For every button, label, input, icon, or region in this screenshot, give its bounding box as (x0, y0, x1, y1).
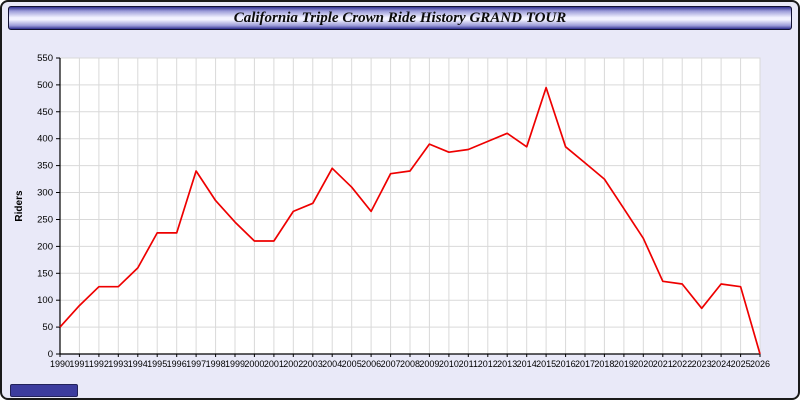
x-tick-label: 2024 (711, 359, 731, 369)
x-tick-label: 2021 (653, 359, 673, 369)
x-tick-label: 2004 (322, 359, 342, 369)
x-tick-label: 2007 (381, 359, 401, 369)
x-tick-label: 1992 (89, 359, 109, 369)
y-tick-label: 550 (37, 53, 53, 64)
x-tick-label: 1999 (225, 359, 245, 369)
x-tick-label: 2003 (303, 359, 323, 369)
y-tick-label: 250 (37, 215, 53, 226)
x-tick-label: 2005 (342, 359, 362, 369)
x-tick-label: 2018 (594, 359, 614, 369)
y-axis-title: Riders (14, 190, 25, 222)
chart-area: 1990 1991 1992 1993 1994 1995 1996 1997 1998 1999… (8, 42, 796, 398)
y-tick-label: 0 (48, 349, 53, 360)
x-tick-label: 2009 (419, 359, 439, 369)
x-tick-label: 2012 (478, 359, 498, 369)
x-tick-label: 2011 (459, 359, 478, 369)
riders-data-line (59, 86, 761, 355)
x-tick-label: 2025 (731, 359, 751, 369)
x-tick-label: 1997 (186, 359, 206, 369)
chart-title: California Triple Crown Ride History GRA… (233, 9, 567, 26)
y-tick-label: 350 (37, 161, 53, 172)
x-tick-label: 2014 (517, 359, 537, 369)
x-tick-label: 2002 (283, 359, 303, 369)
x-tick-label: 2022 (672, 359, 692, 369)
x-tick-label: 2023 (692, 359, 712, 369)
x-tick-label: 1998 (206, 359, 226, 369)
line-chart: 1990 1991 1992 1993 1994 1995 1996 1997 1998 1999… (14, 53, 770, 369)
x-tick-label: 2017 (575, 359, 595, 369)
x-tick-label: 2026 (750, 359, 770, 369)
y-tick-label: 500 (37, 80, 53, 91)
x-tick-label: 1994 (128, 359, 148, 369)
y-tick-label: 50 (42, 322, 53, 333)
y-tick-label: 100 (37, 295, 53, 306)
x-tick-label: 2000 (244, 359, 264, 369)
x-tick-label: 2015 (536, 359, 556, 369)
x-tick-label: 2001 (264, 359, 284, 369)
y-tick-label: 300 (37, 188, 53, 199)
y-tick-label: 150 (37, 268, 53, 279)
x-tick-label: 2006 (361, 359, 381, 369)
x-tick-label: 2010 (439, 359, 459, 369)
x-tick-label: 2019 (614, 359, 634, 369)
x-tick-label: 2008 (400, 359, 420, 369)
footer-accent-badge (10, 384, 78, 397)
y-tick-label: 400 (37, 134, 53, 145)
x-tick-label: 1993 (108, 359, 128, 369)
y-tick-label: 200 (37, 241, 53, 252)
y-tick-label: 450 (37, 107, 53, 118)
x-tick-label: 2013 (497, 359, 517, 369)
x-tick-label: 2016 (556, 359, 576, 369)
x-tick-label: 1995 (147, 359, 167, 369)
x-tick-label: 1991 (69, 359, 89, 369)
x-tick-label: 1996 (167, 359, 187, 369)
chart-title-bar: California Triple Crown Ride History GRA… (8, 6, 792, 30)
x-tick-label: 1990 (50, 359, 70, 369)
x-tick-label: 2020 (633, 359, 653, 369)
